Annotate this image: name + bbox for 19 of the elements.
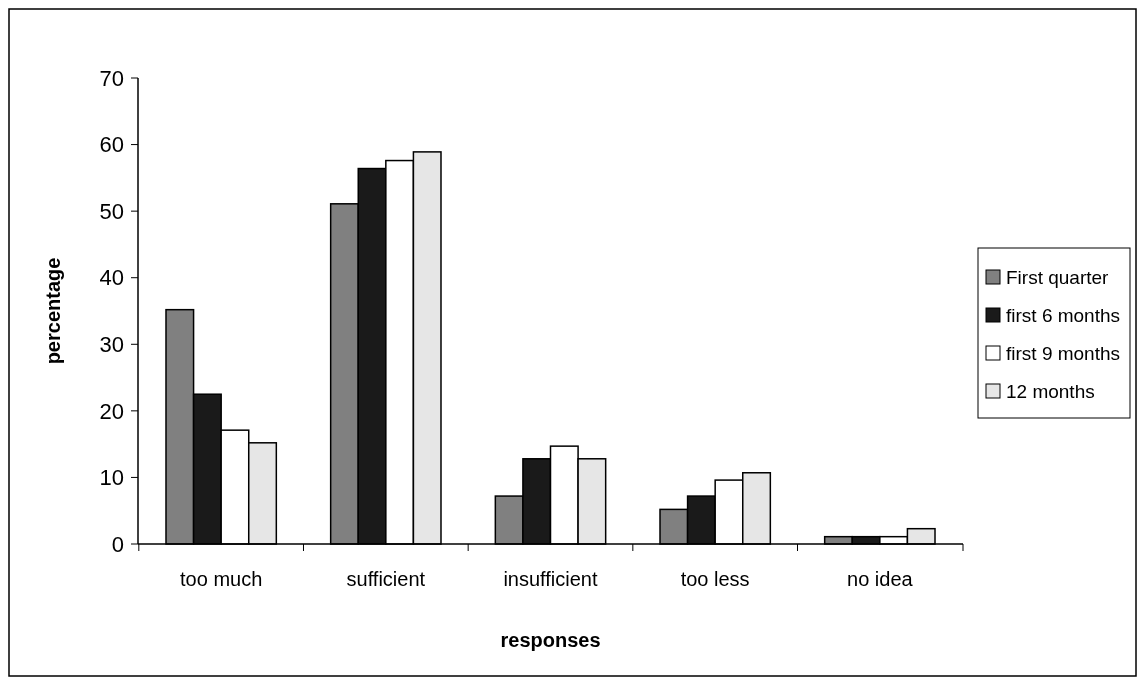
x-tick-label: insufficient [503,568,598,590]
legend-label: first 9 months [1006,342,1121,364]
y-tick-label: 70 [99,65,124,91]
x-tick-label: sufficient [346,568,426,590]
legend-label: first 6 months [1006,304,1121,326]
y-tick-label: 40 [99,265,124,291]
y-tick-label: 50 [99,198,124,224]
legend-label: First quarter [1006,266,1110,288]
x-tick-label: too less [680,568,750,590]
x-axis-title: responses [500,629,601,651]
y-tick-label: 0 [111,531,124,557]
y-tick-label: 20 [99,398,124,424]
x-tick-label: no idea [847,568,914,590]
x-tick-label: too much [180,568,263,590]
y-tick-label: 10 [99,465,124,491]
y-tick-label: 60 [99,132,124,158]
y-tick-label: 30 [99,331,124,357]
y-axis-title: percentage [42,257,64,365]
legend-label: 12 months [1006,380,1095,402]
